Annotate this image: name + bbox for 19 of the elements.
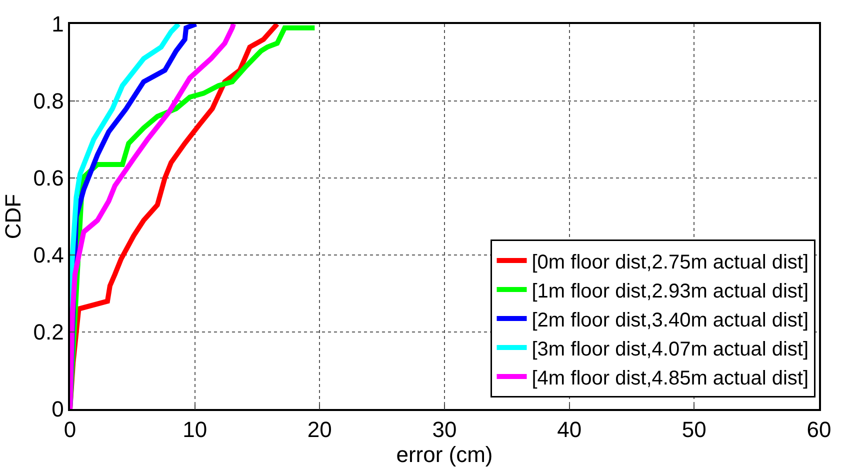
y-tick-label: 0.8: [33, 88, 64, 114]
x-tick-label: 50: [682, 417, 706, 442]
y-tick-label: 0.2: [33, 320, 64, 345]
legend-label: [1m floor dist,2.93m actual dist]: [532, 280, 809, 302]
x-tick-label: 30: [432, 417, 457, 442]
x-tick-label: 60: [806, 417, 832, 442]
y-tick-label: 0.6: [33, 166, 64, 191]
x-tick-label: 40: [557, 417, 582, 442]
legend-label: [0m floor dist,2.75m actual dist]: [532, 251, 809, 274]
legend-label: [3m floor dist,4.07m actual dist]: [532, 338, 809, 360]
legend-label: [4m floor dist,4.85m actual dist]: [532, 367, 809, 390]
y-tick-label: 0: [52, 396, 64, 422]
x-tick-label: 20: [307, 417, 332, 442]
y-tick-label: 0.4: [33, 242, 64, 268]
x-tick-label: 10: [182, 417, 208, 442]
y-tick-label: 1: [52, 12, 64, 37]
x-axis-title: error (cm): [396, 442, 493, 468]
y-axis-title: CDF: [0, 194, 26, 240]
legend-label: [2m floor dist,3.40m actual dist]: [532, 309, 809, 332]
